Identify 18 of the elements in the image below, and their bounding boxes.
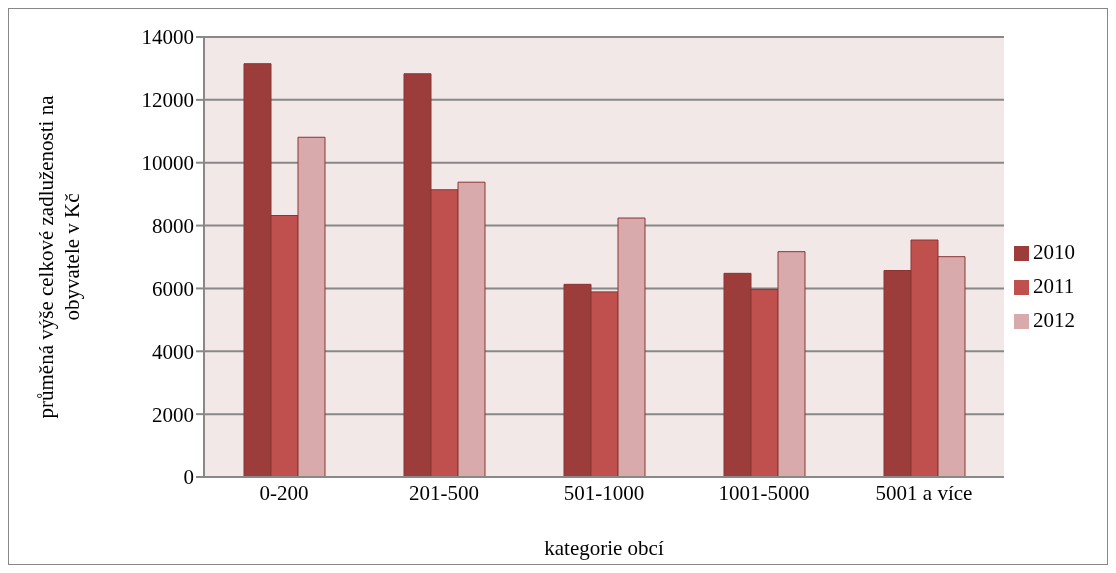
x-tick-label: 501-1000	[563, 480, 645, 505]
x-tick-label: 201-500	[409, 480, 479, 505]
legend-label: 2010	[1033, 239, 1075, 264]
y-tick-label: 6000	[152, 276, 194, 301]
y-tick-label: 2000	[152, 402, 194, 427]
y-tick-label: 4000	[152, 339, 194, 364]
y-tick-label: 8000	[152, 214, 194, 239]
y-tick-label: 12000	[141, 88, 194, 113]
x-axis-title: kategorie obcí	[544, 536, 664, 560]
x-tick-label: 5001 a více	[875, 480, 973, 505]
y-tick-label: 10000	[141, 151, 194, 176]
legend-label: 2012	[1033, 307, 1075, 332]
y-tick-label: 0	[183, 465, 194, 490]
legend-label: 2011	[1033, 273, 1075, 298]
x-tick-label: 0-200	[259, 480, 309, 505]
y-axis-title: průměná výše celkové zadluženosti na obyvatele v Kč	[34, 94, 84, 419]
x-tick-label: 1001-5000	[718, 480, 810, 505]
y-tick-label: 14000	[141, 25, 194, 50]
